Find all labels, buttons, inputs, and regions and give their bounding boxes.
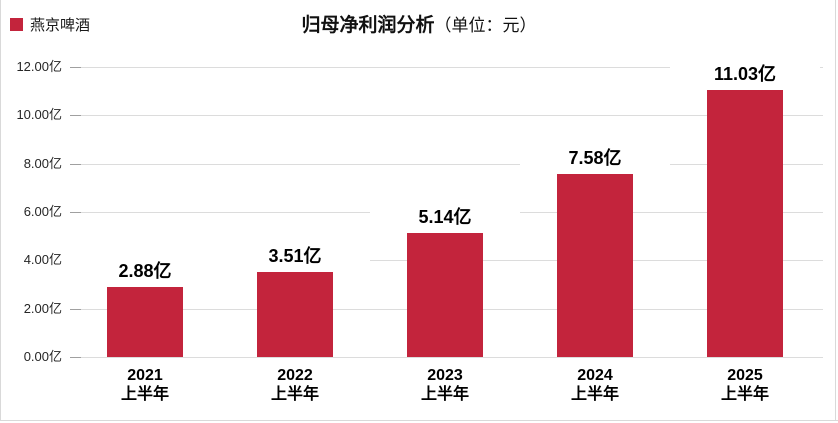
bar-2022	[257, 272, 333, 357]
x-axis-label-2021: 2021 上半年	[120, 367, 169, 403]
bar-2023	[407, 232, 483, 357]
bar-value-label-2025: 11.03亿	[670, 63, 820, 86]
bar-value-label-2023: 5.14亿	[370, 205, 520, 228]
x-axis-label-2025: 2025 上半年	[720, 367, 769, 403]
bar-value-label-2022: 3.51亿	[220, 245, 370, 268]
y-axis-label: 12.00亿	[16, 59, 62, 74]
y-axis-tick	[70, 212, 81, 213]
bar-2021	[107, 287, 183, 357]
y-axis-label: 8.00亿	[23, 156, 62, 171]
bar-value-label-2024: 7.58亿	[520, 146, 670, 169]
x-axis-label-2024: 2024 上半年	[570, 367, 619, 403]
frame-border-right	[835, 0, 836, 421]
y-axis-tick	[70, 309, 81, 310]
gridline	[70, 164, 823, 165]
y-axis-label: 0.00亿	[23, 349, 62, 364]
bar-2024	[557, 173, 633, 357]
gridline	[70, 357, 823, 358]
legend: 燕京啤酒	[10, 14, 90, 35]
bar-2025	[707, 90, 783, 357]
frame-border-bottom	[0, 420, 838, 421]
y-axis-label: 4.00亿	[23, 252, 62, 267]
x-axis-label-2022: 2022 上半年	[270, 367, 319, 403]
y-axis-tick	[70, 357, 81, 358]
gridline	[70, 67, 823, 68]
y-axis-tick	[70, 67, 81, 68]
y-axis-label: 2.00亿	[23, 301, 62, 316]
chart-title: 归母净利润分析（单位：元）	[0, 10, 838, 37]
y-axis-label: 10.00亿	[16, 107, 62, 122]
bar-value-label-2021: 2.88亿	[70, 260, 220, 283]
y-axis-tick	[70, 164, 81, 165]
gridline	[70, 115, 823, 116]
y-axis-label: 6.00亿	[23, 204, 62, 219]
y-axis-tick	[70, 115, 81, 116]
chart-title-text: 归母净利润分析	[301, 15, 435, 36]
chart-title-unit: （单位：元）	[434, 16, 537, 35]
frame-border-left	[0, 0, 1, 421]
legend-label: 燕京啤酒	[30, 17, 91, 34]
x-axis-label-2023: 2023 上半年	[420, 367, 469, 403]
legend-color-swatch	[10, 18, 23, 31]
